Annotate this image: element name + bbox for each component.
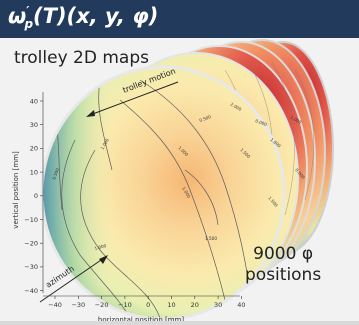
contour-label: 0.000 <box>294 167 306 180</box>
x-tick-label: 0 <box>146 301 150 309</box>
x-tick-label: −20 <box>95 301 109 309</box>
contour-label: 0.000 <box>255 118 268 127</box>
x-tick-label: −30 <box>71 301 85 309</box>
x-axis-label: horizontal position [mm] <box>98 316 184 324</box>
x-tick-label: −10 <box>118 301 132 309</box>
contour-label: 1.000 <box>94 243 107 251</box>
x-tick-label: 20 <box>191 301 199 309</box>
slide-title: ω′p(T)(x, y, φ) <box>8 4 159 32</box>
contour-label: 1.000 <box>181 186 191 199</box>
contour-label: 1.000 <box>269 137 282 149</box>
contour-label: 1.000 <box>290 115 303 125</box>
contour-label: 0.500 <box>199 114 212 123</box>
y-tick-label: 30 <box>30 121 38 129</box>
footer-bar <box>0 321 359 325</box>
x-axis: −40 −30 −20 −10 0 10 20 30 40 horizontal positio… <box>43 295 246 324</box>
x-tick-label: 10 <box>167 301 175 309</box>
y-tick-label: 10 <box>30 168 38 176</box>
x-tick-label: 40 <box>237 301 245 309</box>
y-tick-label: −30 <box>24 263 38 271</box>
contour-label: 1.000 <box>100 137 110 150</box>
contour-label: 1.500 <box>267 195 279 208</box>
contour-label: 2.000 <box>230 102 243 112</box>
y-axis-label: vertical position [mm] <box>12 151 20 229</box>
y-tick-label: 20 <box>30 145 38 153</box>
y-tick-label: −20 <box>24 240 38 248</box>
note-positions: positions <box>245 265 322 285</box>
x-tick-label: −40 <box>48 301 62 309</box>
y-tick-label: −40 <box>24 287 38 295</box>
note-count: 9000 φ <box>253 244 314 264</box>
y-tick-label: 40 <box>30 97 38 105</box>
positions-note: 9000 φ positions <box>245 244 321 286</box>
map-stack: 1.000 1.000 1.000 0.500 1.000 1.500 2.00… <box>40 39 334 321</box>
slide-header: ω′p(T)(x, y, φ) <box>0 0 359 38</box>
y-tick-label: −10 <box>24 216 38 224</box>
x-tick-label: 30 <box>214 301 222 309</box>
contour-label: 0.500 <box>51 167 60 180</box>
subtitle: trolley 2D maps <box>14 48 149 68</box>
trolley-maps-figure: 1.000 1.000 1.000 0.500 1.000 1.500 2.00… <box>12 39 334 324</box>
y-axis: 40 30 20 10 0 −10 −20 −30 −40 vertical position … <box>12 92 44 295</box>
y-tick-label: 0 <box>34 192 38 200</box>
contour-label: 1.500 <box>205 236 217 241</box>
